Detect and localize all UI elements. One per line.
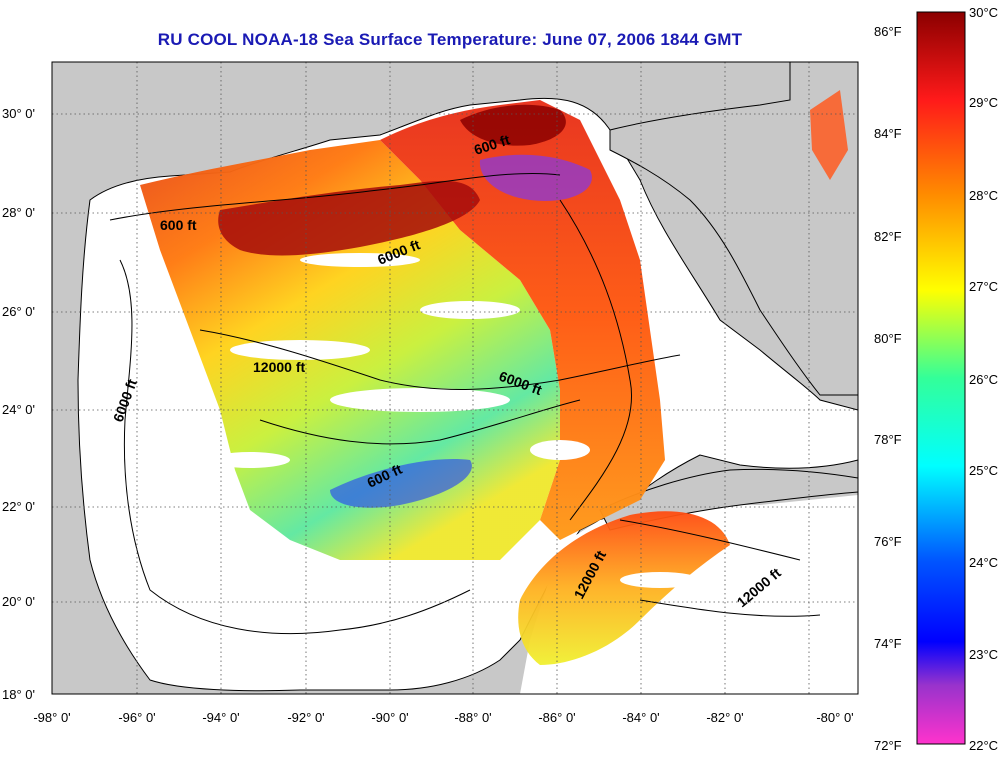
map-frame: [51, 61, 859, 695]
lat-label-18: 18° 0': [2, 687, 35, 702]
cb-c-30: 30°C: [969, 5, 998, 20]
cb-f-72: 72°F: [874, 738, 902, 753]
lat-label-26: 26° 0': [2, 304, 35, 319]
sst-warm-core: [218, 180, 480, 256]
cb-f-82: 82°F: [874, 229, 902, 244]
cb-c-23: 23°C: [969, 647, 998, 662]
lon-label-84: -84° 0': [622, 710, 659, 725]
cb-f-84: 84°F: [874, 126, 902, 141]
graticule: [52, 62, 858, 694]
lon-label-94: -94° 0': [202, 710, 239, 725]
cb-c-27: 27°C: [969, 279, 998, 294]
lat-label-28: 28° 0': [2, 205, 35, 220]
cb-f-78: 78°F: [874, 432, 902, 447]
contour-label-600ft-west: 600 ft: [160, 217, 197, 233]
cb-c-28: 28°C: [969, 188, 998, 203]
lon-label-96: -96° 0': [118, 710, 155, 725]
sst-florida-east: [810, 90, 848, 180]
bathymetry-contours: [109, 172, 821, 635]
lat-label-30: 30° 0': [2, 106, 35, 121]
page-title: RU COOL NOAA-18 Sea Surface Temperature:…: [157, 30, 743, 49]
cb-c-24: 24°C: [969, 555, 998, 570]
cloud-patches: [210, 253, 700, 588]
cb-f-76: 76°F: [874, 534, 902, 549]
lon-label-98: -98° 0': [33, 710, 70, 725]
sst-caribbean: [518, 511, 730, 665]
lat-label-22: 22° 0': [2, 499, 35, 514]
lon-label-88: -88° 0': [454, 710, 491, 725]
cb-f-86: 86°F: [874, 24, 902, 39]
cb-c-29: 29°C: [969, 95, 998, 110]
cb-c-26: 26°C: [969, 372, 998, 387]
sst-cool-patch-south: [330, 459, 472, 508]
contour-label-12000ft: 12000 ft: [253, 359, 305, 375]
sst-map: 600 ft 6000 ft 12000 ft 6000 ft 600 ft 6…: [2, 61, 859, 725]
lon-label-92: -92° 0': [287, 710, 324, 725]
cb-c-25: 25°C: [969, 463, 998, 478]
lat-label-24: 24° 0': [2, 402, 35, 417]
colorbar-gradient: [916, 11, 966, 745]
sst-warm-north: [460, 104, 566, 146]
cb-f-74: 74°F: [874, 636, 902, 651]
cb-c-22: 22°C: [969, 738, 998, 753]
lat-label-20: 20° 0': [2, 594, 35, 609]
lon-label-80: -80° 0': [816, 710, 853, 725]
lon-label-82: -82° 0': [706, 710, 743, 725]
lon-label-86: -86° 0': [538, 710, 575, 725]
lon-label-90: -90° 0': [371, 710, 408, 725]
sst-cool-patch-north: [479, 154, 592, 201]
colorbar: 86°F 84°F 82°F 80°F 78°F 76°F 74°F 72°F …: [870, 0, 1008, 761]
cb-f-80: 80°F: [874, 331, 902, 346]
